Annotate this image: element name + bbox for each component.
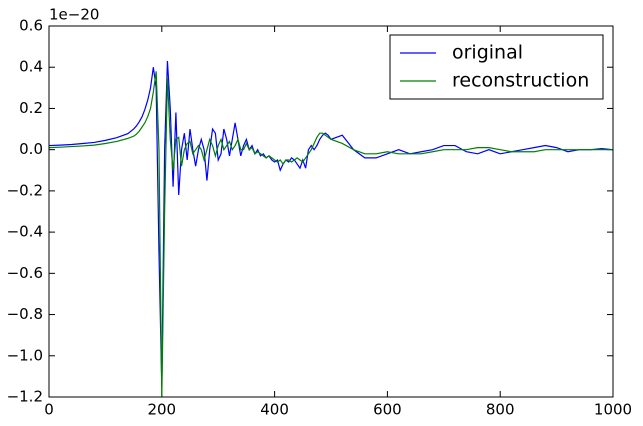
y-tick-label: −0.8	[7, 305, 43, 323]
y-tick-label: −0.4	[7, 223, 43, 241]
y-tick-label: −0.6	[7, 264, 43, 282]
y-tick-label: 0.4	[19, 58, 43, 76]
y-tick-label: 0.0	[19, 140, 43, 158]
legend-box	[389, 34, 604, 100]
x-tick-label: 200	[147, 401, 176, 419]
y-tick-label: −1.2	[7, 388, 43, 406]
x-tick-label: 800	[486, 401, 515, 419]
legend-label: original	[452, 42, 523, 64]
y-tick-label: −0.2	[7, 181, 43, 199]
legend-label: reconstruction	[452, 70, 589, 92]
y-offset-label: 1e−20	[49, 6, 99, 24]
series-line	[48, 71, 613, 398]
y-tick-label: 0.2	[19, 99, 43, 117]
x-tick-label: 600	[373, 401, 402, 419]
y-tick-label: −1.0	[7, 346, 43, 364]
plot-frame	[48, 25, 614, 398]
series-line	[48, 61, 614, 387]
y-tick-label: 0.6	[19, 17, 43, 35]
x-tick-label: 1000	[594, 401, 632, 419]
x-tick-label: 0	[44, 401, 54, 419]
x-tick-label: 400	[260, 401, 289, 419]
